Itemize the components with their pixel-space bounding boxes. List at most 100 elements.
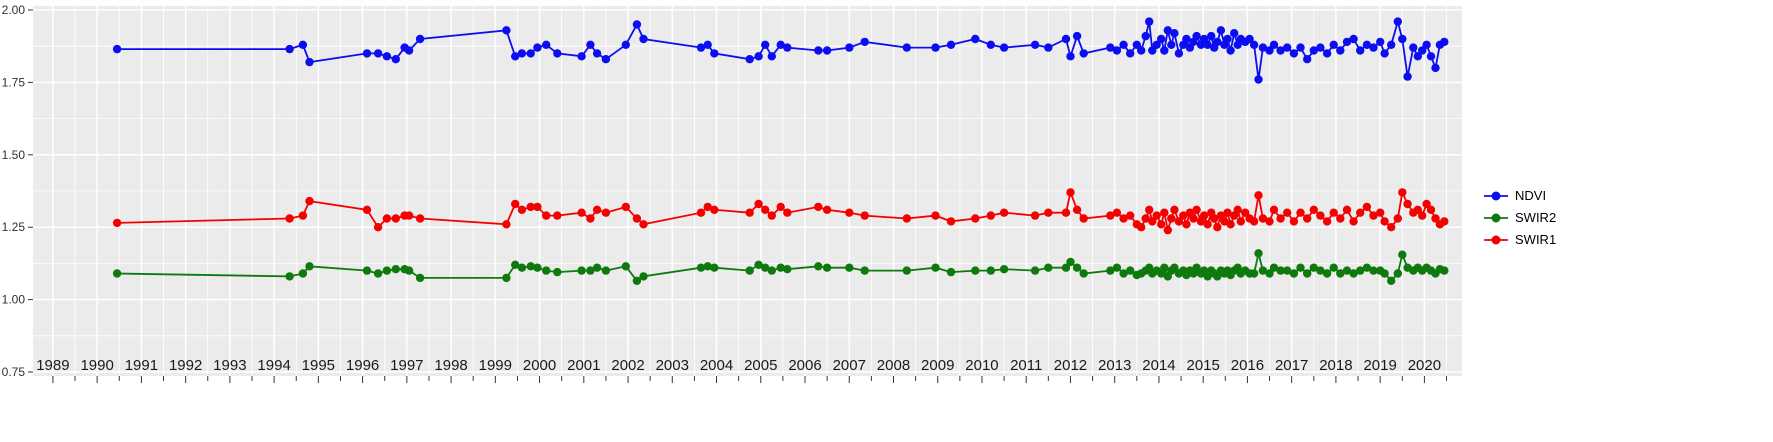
point-swir2 xyxy=(1269,263,1279,272)
x-tick-label: 2013 xyxy=(1098,357,1131,374)
point-swir1 xyxy=(986,211,995,220)
x-tick-label: 2003 xyxy=(656,357,689,374)
point-swir1 xyxy=(577,208,586,217)
point-ndvi xyxy=(1393,17,1403,26)
point-ndvi xyxy=(1203,40,1212,49)
point-swir1 xyxy=(1066,188,1075,197)
x-tick-label: 2015 xyxy=(1186,357,1219,374)
point-swir1 xyxy=(845,208,854,217)
point-ndvi xyxy=(1376,37,1385,47)
point-swir2 xyxy=(112,269,122,278)
point-swir1 xyxy=(999,208,1009,217)
x-tick-label: 1992 xyxy=(169,357,202,374)
point-swir2 xyxy=(1289,269,1299,278)
point-swir1 xyxy=(373,223,383,232)
point-swir1 xyxy=(754,199,763,209)
point-swir2 xyxy=(902,266,911,275)
point-swir1 xyxy=(1422,199,1431,209)
point-ndvi xyxy=(1409,43,1418,52)
point-swir1 xyxy=(1192,205,1201,214)
point-ndvi xyxy=(1223,34,1232,44)
point-swir2 xyxy=(1079,269,1088,278)
point-swir2 xyxy=(1192,263,1201,272)
point-swir1 xyxy=(1249,217,1259,226)
point-swir2 xyxy=(298,269,308,278)
point-ndvi xyxy=(1132,40,1142,49)
point-ndvi xyxy=(1192,31,1201,41)
point-swir1 xyxy=(783,208,792,217)
point-swir2 xyxy=(1249,269,1259,278)
point-ndvi xyxy=(696,43,706,52)
x-tick-label: 2011 xyxy=(1010,357,1042,374)
point-swir2 xyxy=(1342,266,1352,275)
x-tick-label: 2004 xyxy=(700,357,733,374)
point-ndvi xyxy=(1265,46,1274,55)
point-ndvi xyxy=(1249,40,1259,49)
point-swir2 xyxy=(1258,266,1268,275)
point-swir2 xyxy=(703,262,712,271)
point-ndvi xyxy=(502,26,511,35)
point-ndvi xyxy=(1329,40,1338,49)
point-ndvi xyxy=(298,40,308,49)
point-swir1 xyxy=(1254,191,1263,200)
point-swir1 xyxy=(931,211,940,220)
point-swir2 xyxy=(946,267,956,277)
point-ndvi xyxy=(517,49,527,58)
x-tick-label: 1994 xyxy=(257,357,290,374)
point-swir1 xyxy=(1061,208,1071,217)
point-ndvi xyxy=(1079,49,1088,58)
x-tick-label: 2012 xyxy=(1054,357,1087,374)
point-swir1 xyxy=(1258,214,1268,223)
point-swir2 xyxy=(542,266,551,275)
point-swir2 xyxy=(285,272,294,281)
y-tick-label: 2.00 xyxy=(2,3,26,17)
point-swir2 xyxy=(1265,269,1274,278)
point-ndvi xyxy=(1167,40,1176,49)
point-ndvi xyxy=(1422,40,1431,49)
point-swir1 xyxy=(1141,214,1150,223)
legend-entry-swir1: SWIR1 xyxy=(1483,229,1556,251)
x-tick-label: 1996 xyxy=(346,357,379,374)
x-tick-label: 1997 xyxy=(390,357,423,374)
point-swir2 xyxy=(1398,250,1407,259)
point-swir1 xyxy=(761,205,770,214)
point-swir1 xyxy=(586,214,595,223)
point-ndvi xyxy=(767,52,776,61)
point-swir1 xyxy=(1303,214,1312,223)
point-swir2 xyxy=(1254,249,1263,258)
point-swir1 xyxy=(553,211,562,220)
point-ndvi xyxy=(1342,37,1352,47)
point-ndvi xyxy=(1440,37,1449,47)
point-ndvi xyxy=(1174,49,1184,58)
point-swir1 xyxy=(696,208,706,217)
point-swir1 xyxy=(1241,208,1250,217)
point-swir1 xyxy=(1398,188,1407,197)
point-ndvi xyxy=(1369,43,1378,52)
y-tick-label: 1.50 xyxy=(2,148,26,162)
point-ndvi xyxy=(1356,46,1365,55)
point-swir2 xyxy=(1303,269,1312,278)
point-ndvi xyxy=(1426,52,1436,61)
point-swir1 xyxy=(1236,217,1246,226)
point-swir2 xyxy=(1322,269,1332,278)
x-tick-label: 2007 xyxy=(833,357,866,374)
point-ndvi xyxy=(1137,46,1146,55)
y-tick-label: 1.75 xyxy=(2,75,26,89)
point-swir2 xyxy=(601,266,611,275)
point-swir2 xyxy=(986,266,995,275)
point-ndvi xyxy=(1289,49,1299,58)
point-swir1 xyxy=(1189,214,1198,223)
point-swir2 xyxy=(814,262,823,271)
point-ndvi xyxy=(1226,46,1235,55)
point-ndvi xyxy=(1431,63,1440,73)
point-ndvi xyxy=(1349,34,1358,44)
point-swir1 xyxy=(112,218,122,228)
point-ndvi xyxy=(814,46,823,55)
point-swir1 xyxy=(1179,211,1188,220)
point-swir2 xyxy=(362,266,372,275)
point-swir2 xyxy=(1283,266,1292,275)
point-swir1 xyxy=(1440,217,1449,226)
point-swir1 xyxy=(1309,205,1319,214)
point-swir2 xyxy=(822,263,832,272)
x-tick-label: 1995 xyxy=(302,357,335,374)
